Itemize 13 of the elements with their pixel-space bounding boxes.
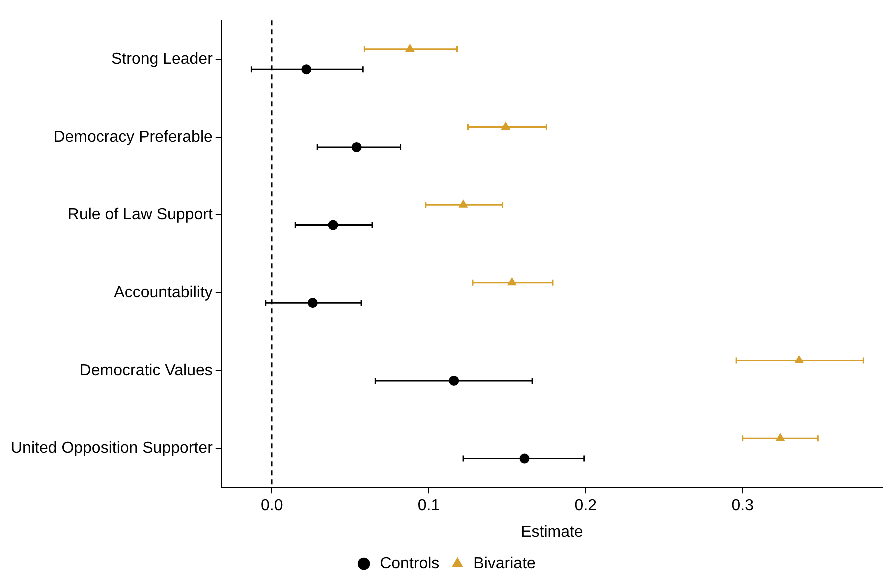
legend-label: Bivariate bbox=[474, 555, 536, 572]
x-axis-title: Estimate bbox=[521, 524, 584, 541]
x-tick-label: 0.0 bbox=[260, 498, 284, 515]
y-tick-label: United Opposition Supporter bbox=[10, 440, 214, 458]
legend-label: Controls bbox=[380, 555, 440, 572]
y-tick-label: Democracy Preferable bbox=[54, 128, 213, 146]
x-tick-label: 0.2 bbox=[574, 498, 598, 515]
x-tick-label: 0.3 bbox=[732, 498, 754, 515]
y-tick-label: Rule of Law Support bbox=[68, 206, 214, 224]
y-tick-label: Accountability bbox=[114, 284, 213, 302]
y-tick-label: Democratic Values bbox=[80, 362, 213, 380]
y-tick-label: Strong Leader bbox=[111, 50, 214, 68]
x-tick-label: 0.1 bbox=[418, 498, 440, 515]
